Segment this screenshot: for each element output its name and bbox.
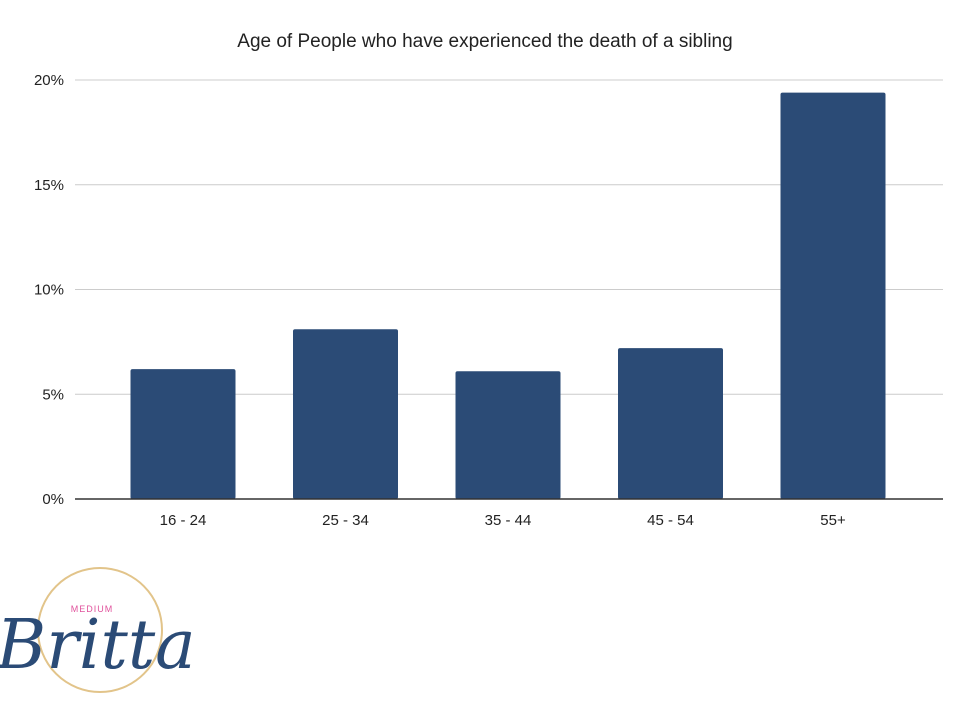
x-tick-label: 45 - 54 xyxy=(647,512,694,529)
x-tick-label: 16 - 24 xyxy=(160,512,207,529)
bar xyxy=(455,371,561,499)
logo-name-text: Britta xyxy=(0,606,196,685)
x-axis-ticks: 16 - 24 25 - 34 35 - 44 45 - 54 55+ xyxy=(160,512,846,529)
y-tick-label: 15% xyxy=(34,177,64,194)
y-tick-label: 5% xyxy=(42,386,64,403)
chart-title: Age of People who have experienced the d… xyxy=(237,31,732,52)
bar xyxy=(130,369,236,499)
y-axis-ticks: 0% 5% 10% 15% 20% xyxy=(34,72,64,508)
y-tick-label: 0% xyxy=(42,491,64,508)
bars xyxy=(130,92,886,499)
x-tick-label: 55+ xyxy=(820,512,846,529)
britta-logo: MEDIUM Britta xyxy=(0,567,196,693)
bar xyxy=(618,348,723,499)
logo-ring xyxy=(37,567,163,693)
x-tick-label: 25 - 34 xyxy=(322,512,369,529)
logo-medium-text: MEDIUM xyxy=(71,604,114,614)
y-tick-label: 20% xyxy=(34,72,64,89)
x-tick-label: 35 - 44 xyxy=(485,512,532,529)
bar xyxy=(293,329,398,499)
bar xyxy=(780,92,886,499)
y-tick-label: 10% xyxy=(34,282,64,299)
